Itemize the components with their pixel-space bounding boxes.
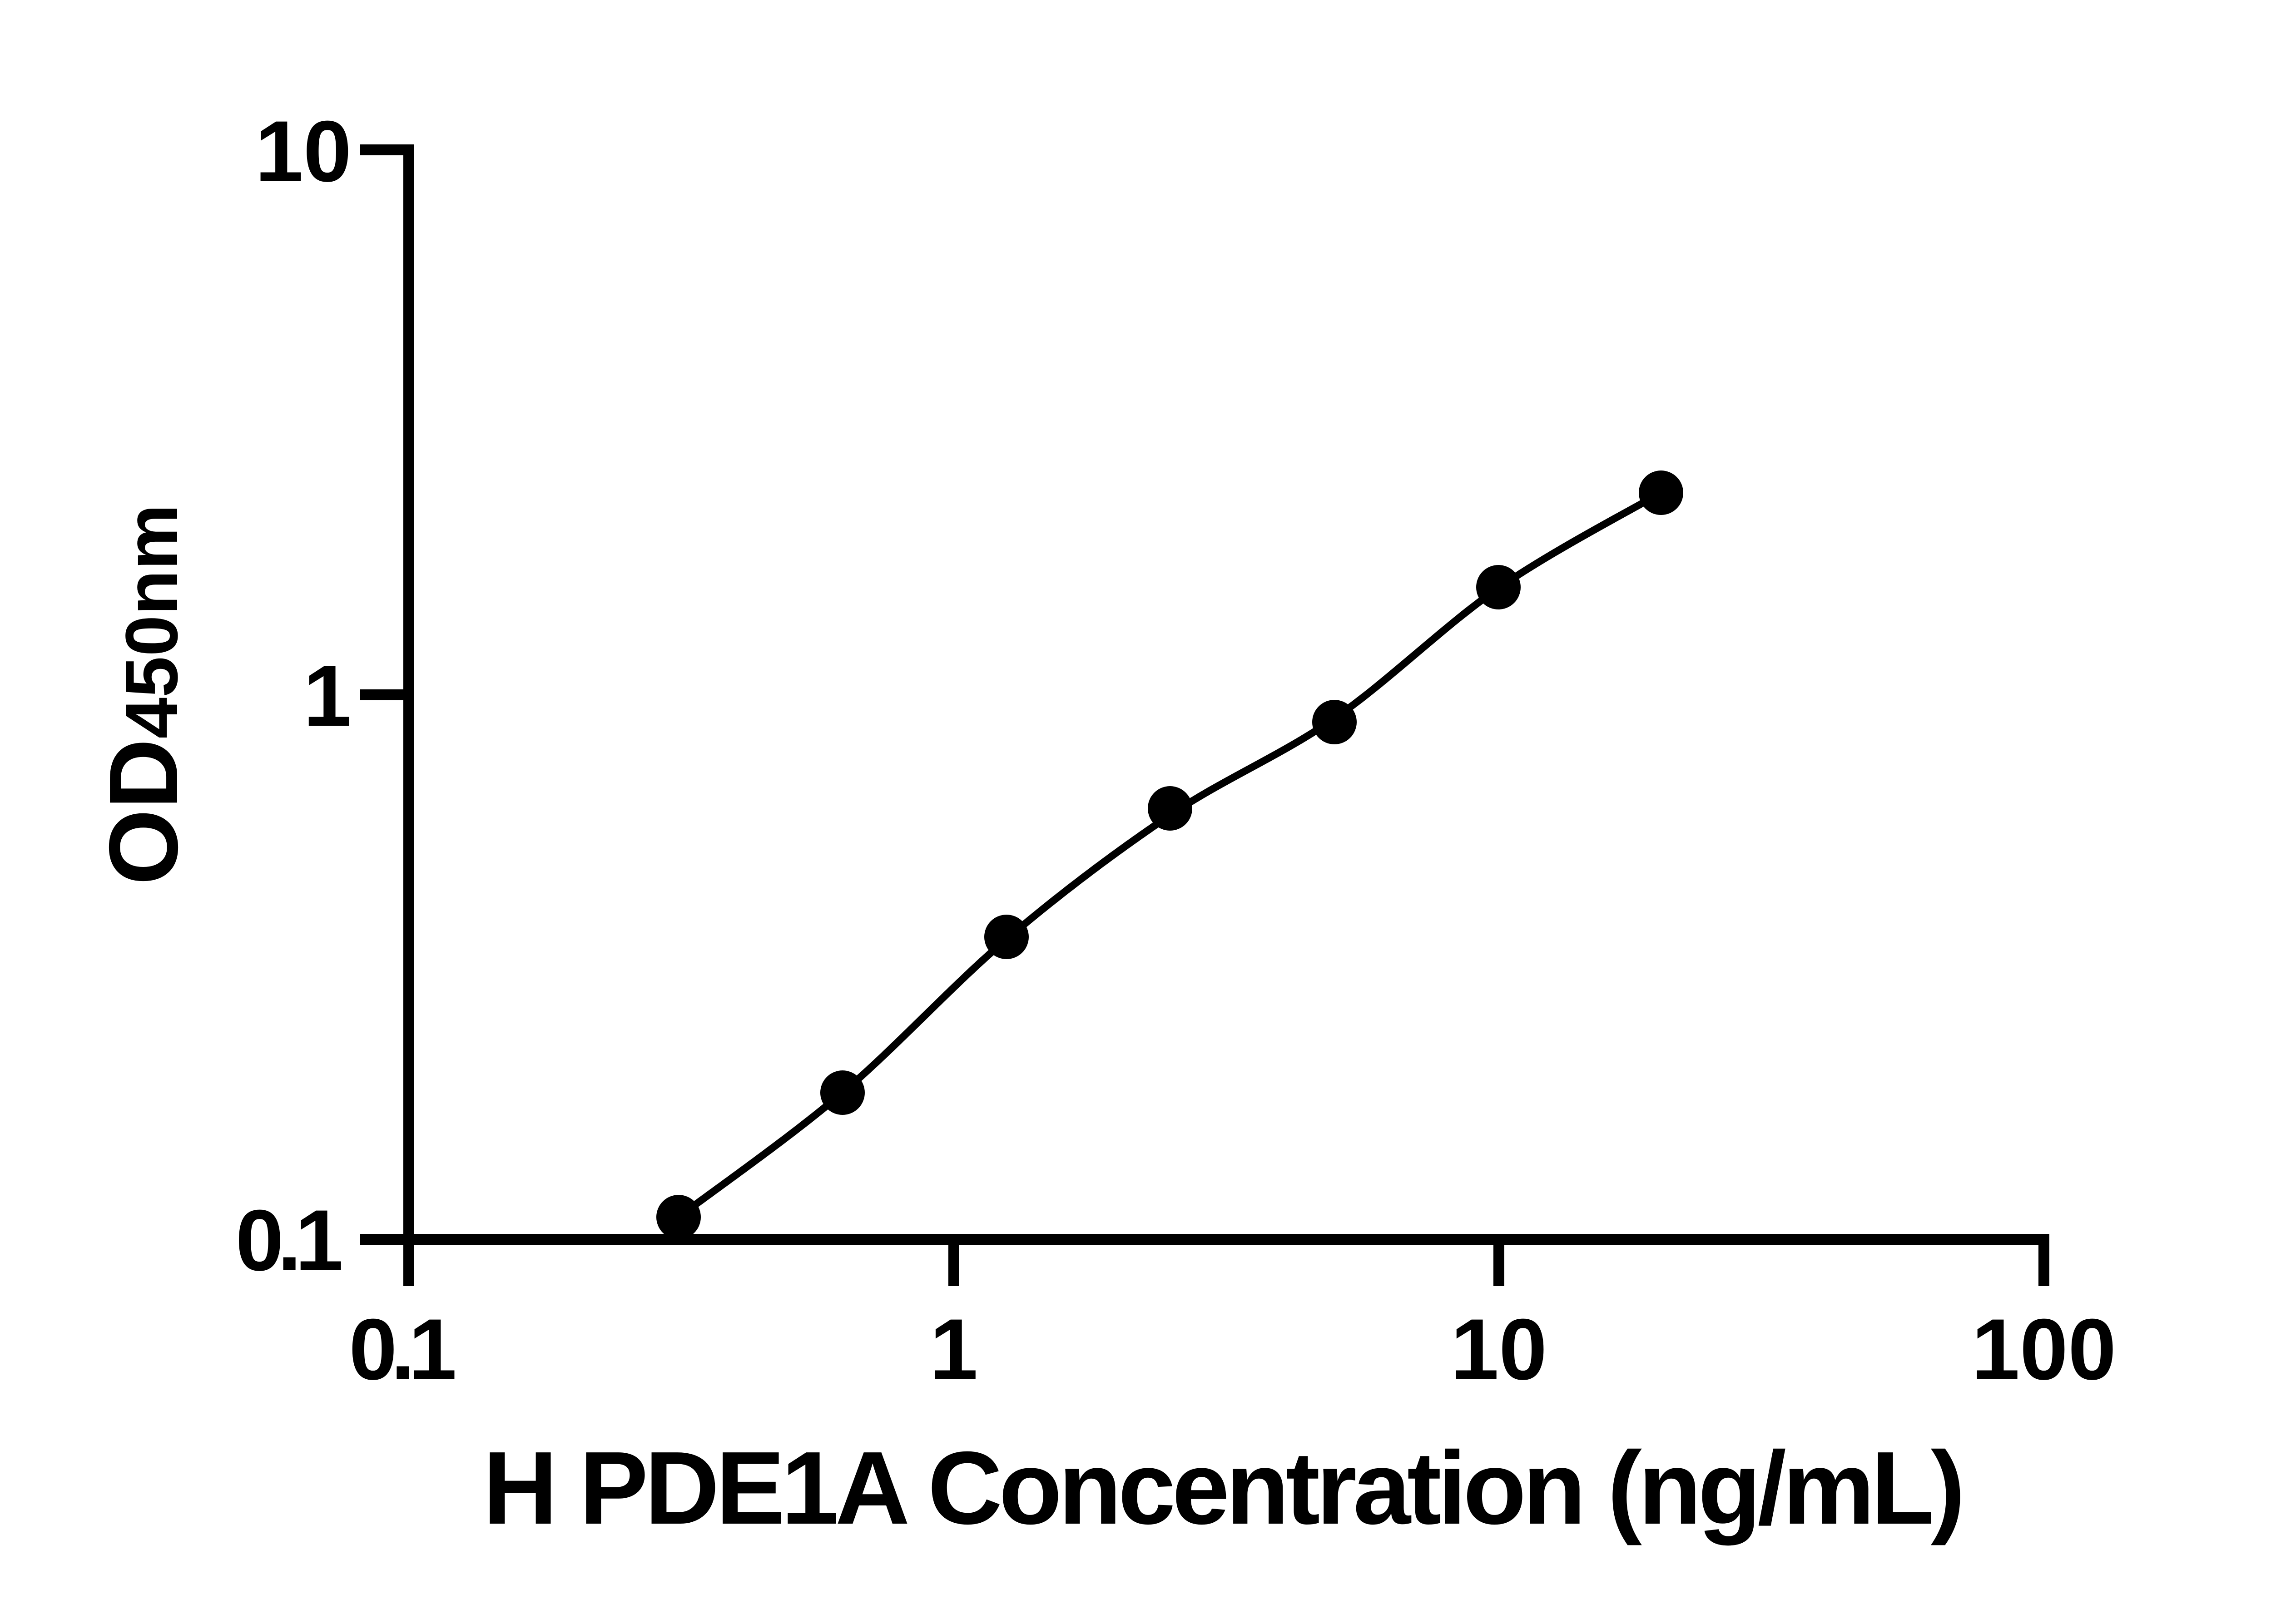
svg-text:H PDE1A Concentration (ng/mL): H PDE1A Concentration (ng/mL) [483,1431,1962,1546]
svg-text:0.1: 0.1 [349,1301,454,1398]
svg-text:100: 100 [1972,1301,2117,1398]
svg-text:0.1: 0.1 [235,1192,341,1289]
svg-text:10: 10 [1451,1301,1547,1398]
svg-text:1: 1 [303,648,352,744]
svg-text:OD450nm: OD450nm [89,504,198,885]
svg-text:1: 1 [930,1301,978,1398]
svg-text:10: 10 [255,103,352,200]
